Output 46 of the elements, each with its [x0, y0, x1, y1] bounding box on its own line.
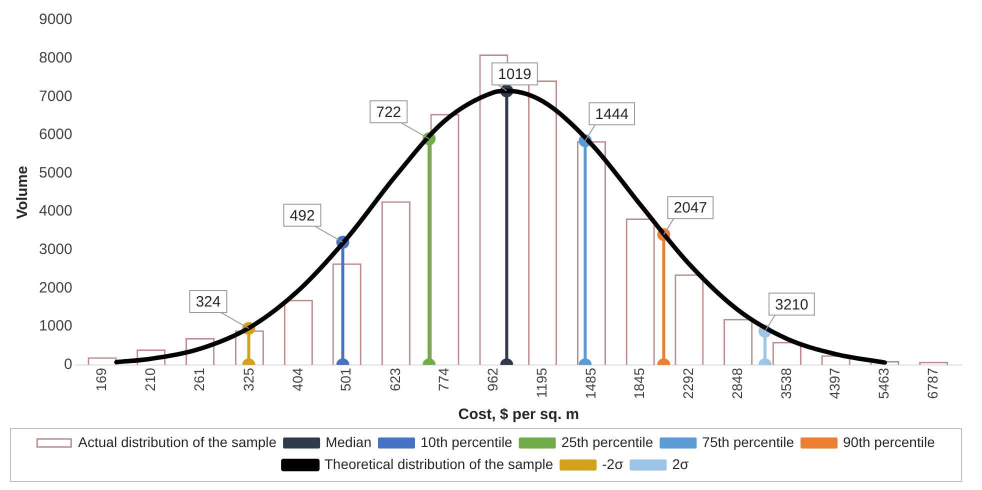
x-tick-label: 1195 — [533, 368, 550, 398]
x-tick-label: 325 — [240, 368, 256, 392]
x-tick-label: 1485 — [582, 368, 598, 400]
x-tick-label: 774 — [436, 368, 452, 392]
y-tick-label: 6000 — [38, 126, 72, 144]
annotation: 1444 — [595, 106, 629, 123]
annotation: 324 — [196, 294, 221, 311]
x-tick-label: 1845 — [631, 368, 648, 400]
annotation: 1019 — [498, 66, 532, 84]
x-tick-label: 6787 — [924, 368, 940, 400]
y-axis-title: Volume — [14, 166, 32, 219]
legend-label: 10th percentile — [420, 434, 513, 450]
legend-label: 2σ — [672, 456, 690, 472]
legend-label: 25th percentile — [561, 434, 654, 450]
x-tick-label: 501 — [338, 368, 354, 392]
annotation: 2047 — [674, 200, 708, 217]
legend-label: 90th percentile — [843, 434, 936, 450]
x-tick-label: 5463 — [876, 368, 892, 400]
y-tick-label: 2000 — [38, 279, 72, 296]
x-tick-label: 623 — [386, 368, 403, 392]
x-tick-label: 210 — [142, 368, 158, 392]
legend-label: Actual distribution of the sample — [78, 434, 277, 450]
annotation: 722 — [376, 104, 402, 121]
annotation: 3210 — [775, 296, 808, 314]
y-tick-label: 5000 — [38, 164, 72, 182]
y-tick-label: 3000 — [38, 241, 72, 258]
x-axis-title: Cost, $ per sq. m — [458, 406, 580, 424]
x-tick-label: 404 — [289, 368, 306, 392]
y-tick-label: 9000 — [38, 11, 72, 28]
y-tick-label: 1000 — [38, 318, 72, 335]
x-tick-label: 3538 — [778, 368, 794, 400]
x-tick-label: 261 — [190, 368, 207, 392]
legend-label: Theoretical distribution of the sample — [324, 456, 554, 472]
x-tick-label: 169 — [93, 368, 110, 392]
legend-label: Median — [326, 434, 372, 450]
y-tick-label: 0 — [64, 356, 72, 373]
y-tick-label: 8000 — [38, 49, 72, 66]
x-tick-label: 2292 — [680, 368, 696, 400]
legend-label: 75th percentile — [702, 434, 794, 450]
x-tick-label: 4397 — [826, 368, 843, 400]
x-tick-label: 2848 — [728, 368, 745, 400]
legend-label: -2σ — [602, 456, 624, 472]
y-tick-label: 4000 — [38, 202, 72, 220]
annotation: 492 — [290, 207, 315, 224]
y-tick-label: 7000 — [38, 88, 72, 105]
x-tick-label: 962 — [484, 368, 501, 392]
